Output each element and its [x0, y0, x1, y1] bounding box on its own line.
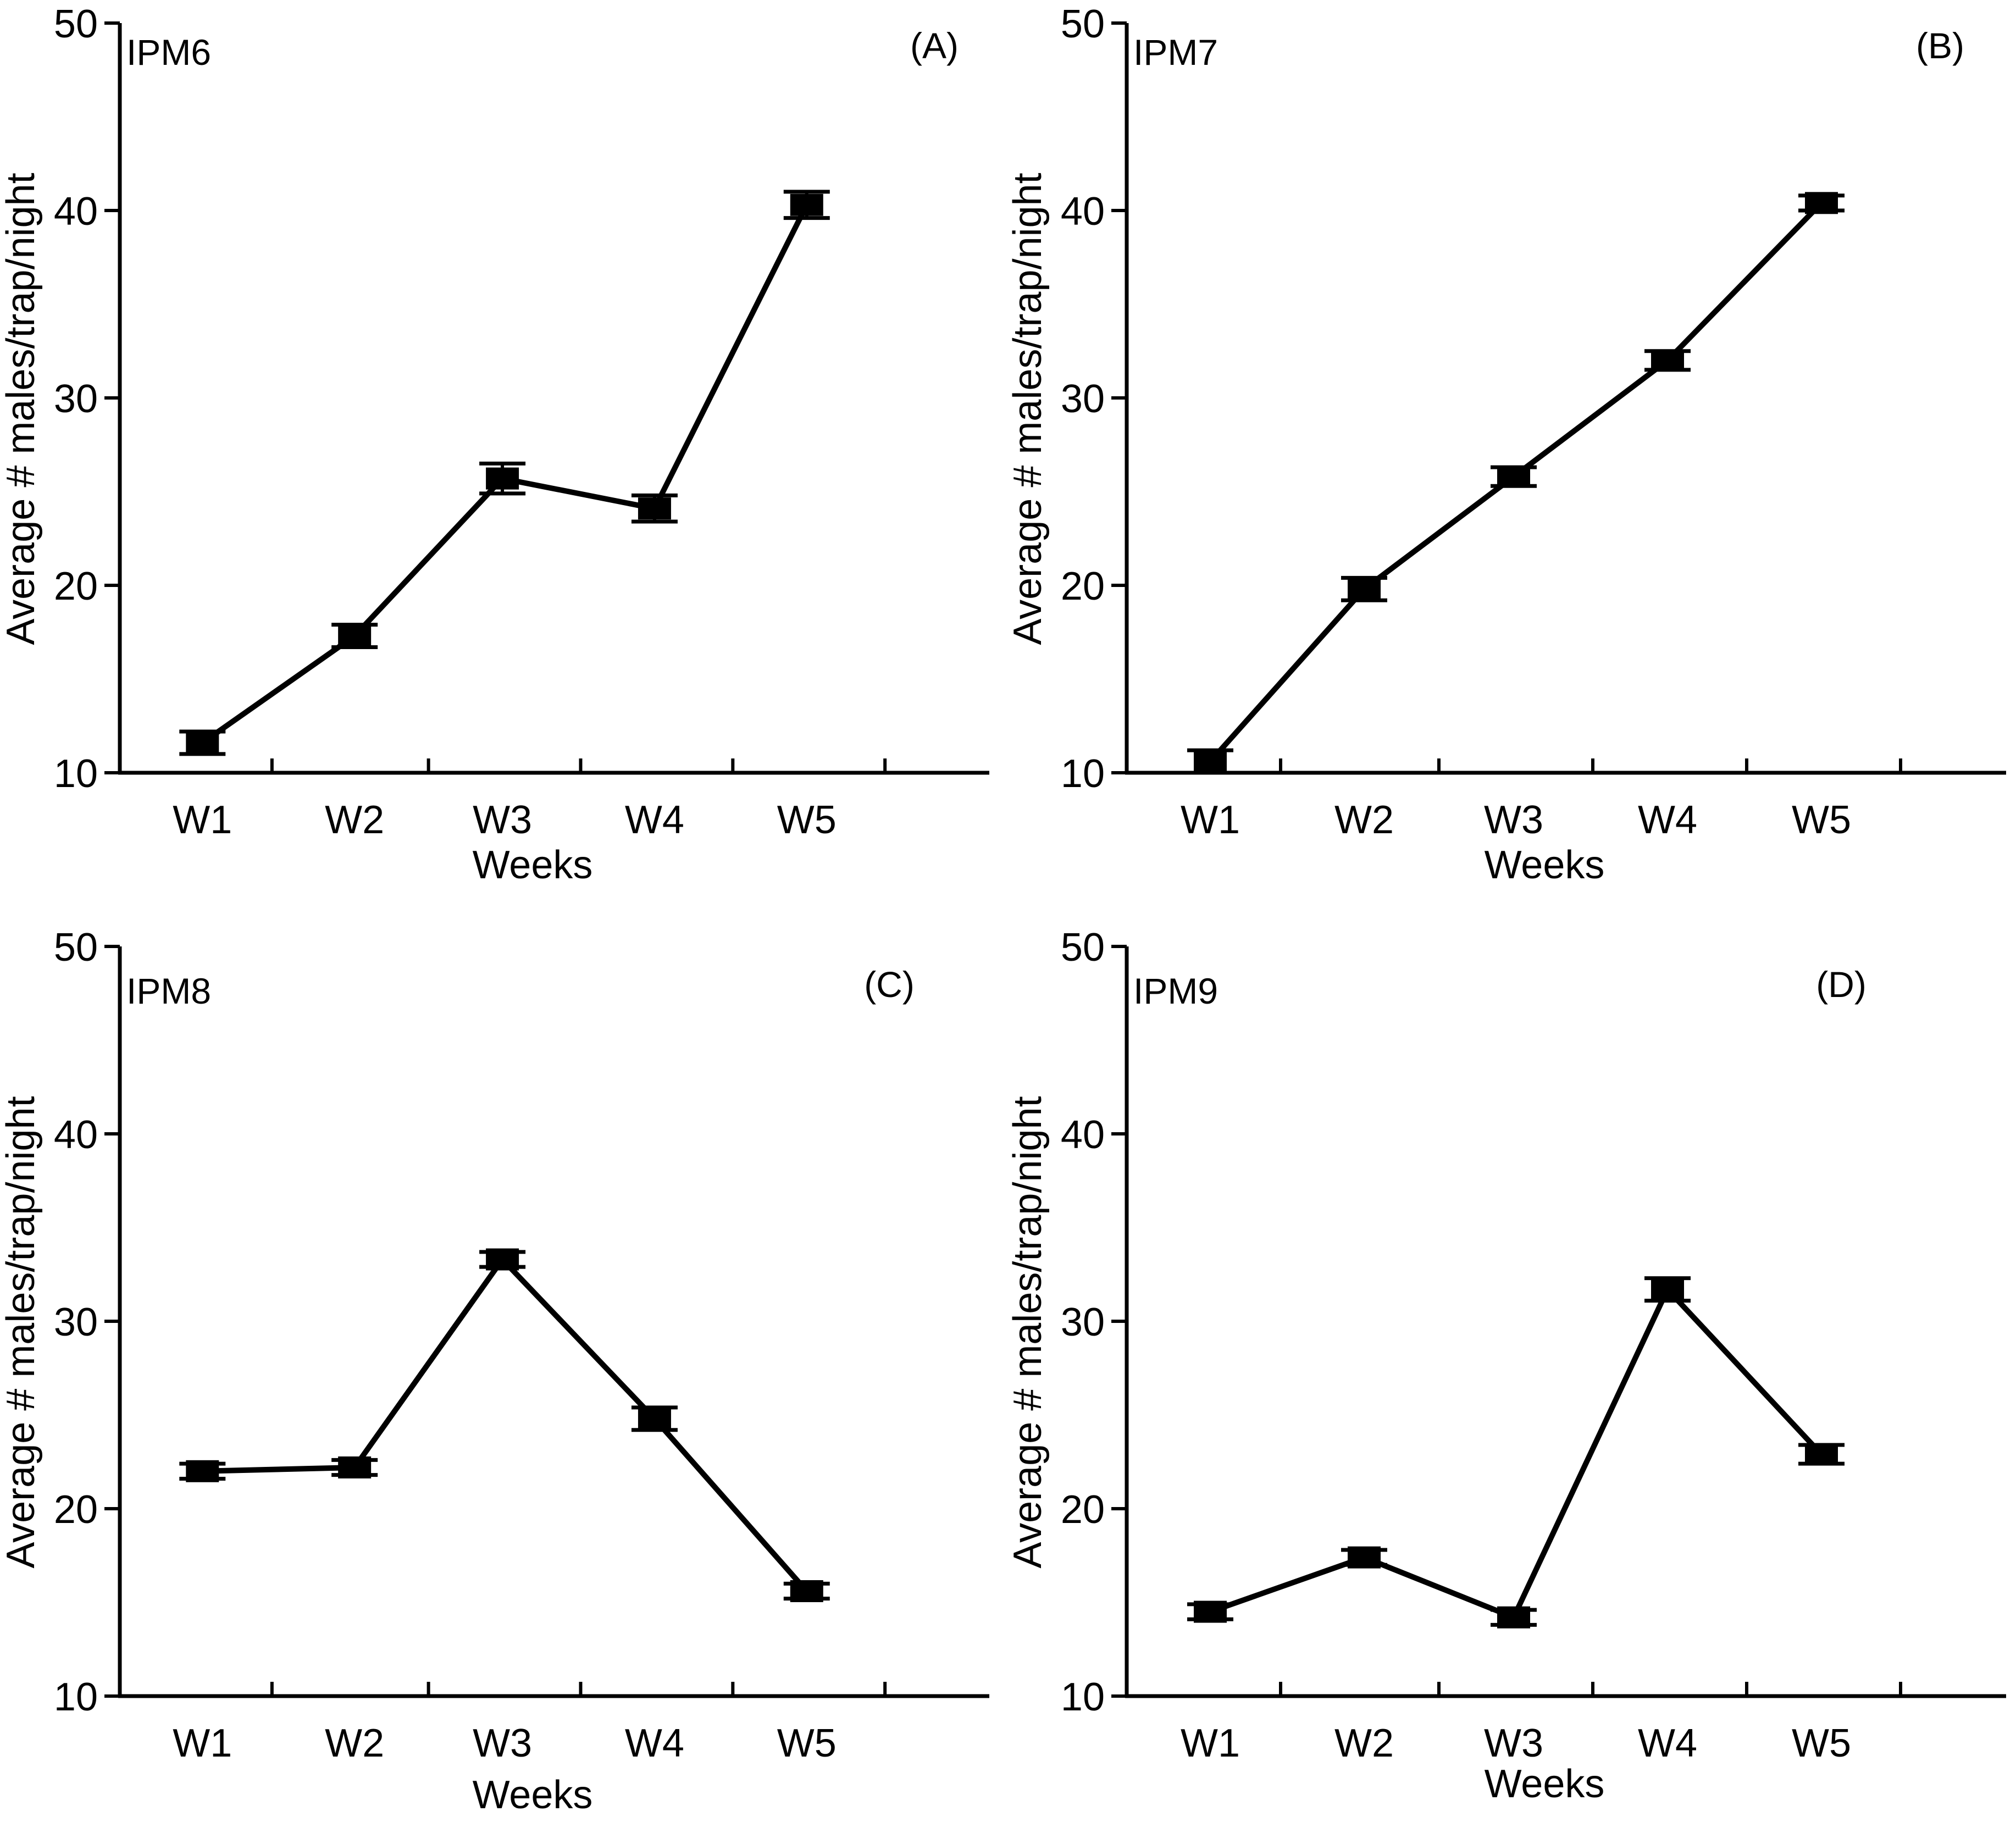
y-axis-title: Average # males/trap/night: [0, 173, 43, 645]
y-tick-label: 30: [1061, 377, 1105, 421]
panel-ipm8: 10 20 30 40 50 W1 W2 W3 W4 W5 Weeks Average # males…: [0, 926, 989, 1817]
data-point-marker: [1194, 750, 1227, 773]
x-tick-label: W3: [473, 798, 532, 842]
panel-label: (A): [910, 25, 959, 66]
data-point-marker: [1805, 1443, 1838, 1466]
x-tick-label: W2: [1334, 1721, 1394, 1765]
y-tick-label: 10: [1061, 752, 1105, 796]
x-tick-label: W3: [473, 1721, 532, 1765]
data-point-marker: [486, 467, 519, 490]
data-point-marker: [638, 497, 671, 520]
data-point-marker: [1651, 349, 1684, 372]
data-point-marker: [338, 1456, 372, 1478]
panel-label: (C): [864, 964, 915, 1005]
panel-label: (D): [1816, 964, 1867, 1005]
x-tick-label: W5: [1792, 798, 1851, 842]
panel-title: IPM9: [1133, 971, 1218, 1011]
panel-ipm7: 10 20 30 40 50 W1 W2 W3 W4 W5 Weeks Average # males…: [1006, 2, 2006, 887]
panel-title: IPM7: [1133, 32, 1218, 73]
data-point-marker: [1497, 1606, 1530, 1628]
data-point-marker: [1805, 192, 1838, 214]
y-axis-title: Average # males/trap/night: [1006, 173, 1050, 645]
y-tick-label: 40: [54, 190, 98, 234]
data-point-marker: [790, 193, 823, 216]
y-tick-label: 30: [1061, 1300, 1105, 1344]
y-tick-label: 20: [1061, 564, 1105, 608]
y-tick-label: 10: [54, 752, 98, 796]
data-point-marker: [1194, 1600, 1227, 1623]
x-tick-label: W2: [325, 798, 384, 842]
y-axis-title: Average # males/trap/night: [1006, 1096, 1050, 1568]
y-tick-label: 20: [54, 564, 98, 608]
y-tick-label: 30: [54, 377, 98, 421]
y-tick-label: 20: [54, 1488, 98, 1532]
x-tick-label: W1: [173, 798, 232, 842]
data-point-marker: [186, 1460, 219, 1482]
y-tick-label: 40: [54, 1113, 98, 1157]
x-tick-label: W4: [1638, 1721, 1697, 1765]
data-point-marker: [186, 732, 219, 754]
data-point-marker: [1348, 578, 1381, 600]
x-tick-label: W3: [1484, 798, 1543, 842]
x-tick-label: W1: [1181, 1721, 1240, 1765]
x-tick-label: W4: [625, 798, 684, 842]
panel-ipm6: 10 20 30 40 50 W1 W2 W3 W4 W5 Weeks Average # males…: [0, 2, 989, 887]
y-tick-label: 50: [1061, 926, 1105, 970]
x-tick-label: W2: [325, 1721, 384, 1765]
y-tick-label: 30: [54, 1300, 98, 1344]
panel-title: IPM8: [126, 971, 211, 1011]
data-point-marker: [1497, 466, 1530, 488]
data-point-marker: [486, 1248, 519, 1271]
data-point-marker: [1651, 1278, 1684, 1301]
data-point-marker: [790, 1580, 823, 1603]
panel-ipm9: 10 20 30 40 50 W1 W2 W3 W4 W5 Weeks Average # males…: [1006, 926, 2006, 1806]
y-tick-label: 10: [1061, 1675, 1105, 1719]
data-point-marker: [638, 1408, 671, 1430]
data-point-marker: [1348, 1546, 1381, 1569]
y-tick-label: 10: [54, 1675, 98, 1719]
x-tick-label: W4: [625, 1721, 684, 1765]
x-tick-label: W5: [777, 798, 837, 842]
panel-label: (B): [1916, 25, 1964, 66]
x-tick-label: W4: [1638, 798, 1697, 842]
y-tick-label: 50: [54, 926, 98, 970]
x-axis-title: Weeks: [1485, 843, 1605, 887]
panel-title: IPM6: [126, 32, 211, 73]
y-tick-label: 40: [1061, 1113, 1105, 1157]
y-axis-title: Average # males/trap/night: [0, 1096, 43, 1568]
data-point-marker: [338, 625, 372, 647]
x-axis-title: Weeks: [1485, 1762, 1605, 1806]
x-tick-label: W2: [1334, 798, 1394, 842]
y-tick-label: 50: [54, 2, 98, 46]
x-tick-label: W3: [1484, 1721, 1543, 1765]
y-tick-label: 40: [1061, 190, 1105, 234]
x-tick-label: W5: [777, 1721, 837, 1765]
x-tick-label: W1: [173, 1721, 232, 1765]
x-axis-title: Weeks: [473, 843, 593, 887]
y-tick-label: 50: [1061, 2, 1105, 46]
x-tick-label: W5: [1792, 1721, 1851, 1765]
x-axis-title: Weeks: [473, 1773, 593, 1817]
y-tick-label: 20: [1061, 1488, 1105, 1532]
x-tick-label: W1: [1181, 798, 1240, 842]
